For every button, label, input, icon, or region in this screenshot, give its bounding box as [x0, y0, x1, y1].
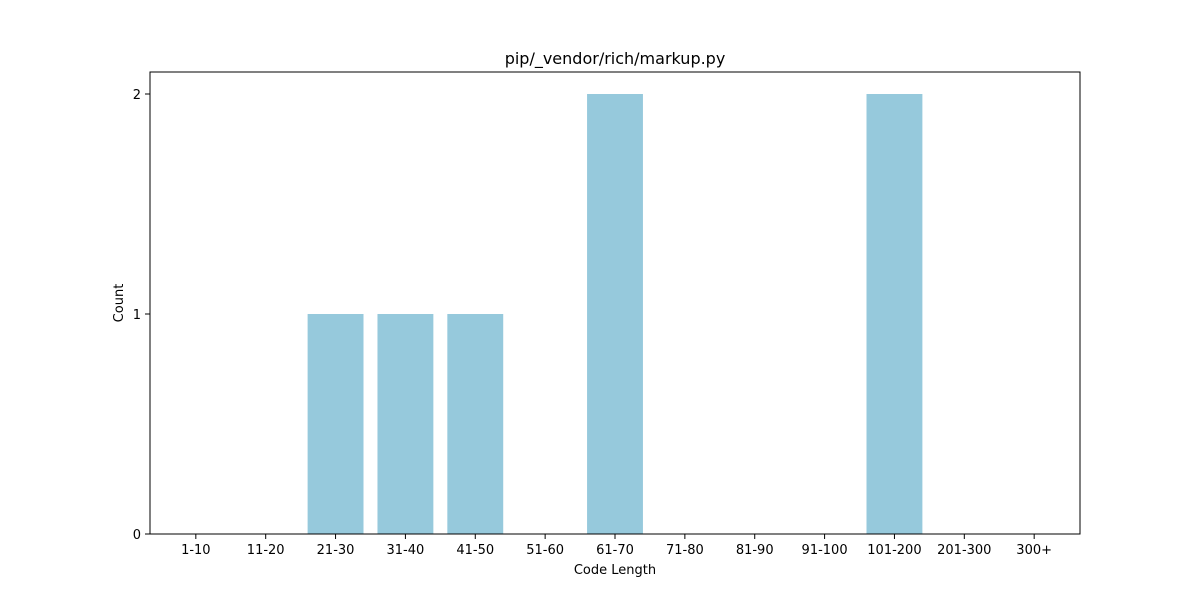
x-axis-label: Code Length: [574, 563, 656, 578]
x-tick-label: 71-80: [666, 543, 704, 558]
x-tick-label: 101-200: [867, 543, 921, 558]
x-tick-label: 51-60: [526, 543, 564, 558]
y-axis-label: Count: [112, 284, 127, 323]
bars-layer: [307, 94, 923, 534]
chart-title: pip/_vendor/rich/markup.py: [505, 49, 726, 69]
x-tick-label: 300+: [1016, 543, 1052, 558]
x-tick-label: 81-90: [736, 543, 774, 558]
y-tick-label: 1: [133, 308, 141, 323]
bar-61-70: [587, 94, 643, 534]
x-tick-label: 31-40: [387, 543, 425, 558]
bar-41-50: [447, 314, 504, 534]
y-tick-label: 2: [133, 88, 141, 103]
x-axis: 1-10 11-20 21-30 31-40 41-50 51-60 61-70 71-80 8…: [181, 534, 1052, 558]
x-tick-label: 41-50: [456, 543, 494, 558]
x-tick-label: 61-70: [596, 543, 634, 558]
x-tick-label: 91-100: [802, 543, 848, 558]
bar-21-30: [307, 314, 364, 534]
x-tick-label: 1-10: [181, 543, 211, 558]
y-tick-label: 0: [133, 528, 141, 543]
bar-101-200: [866, 94, 923, 534]
x-tick-label: 201-300: [937, 543, 991, 558]
x-tick-label: 11-20: [247, 543, 285, 558]
bar-31-40: [377, 314, 434, 534]
y-axis: 0 1 2: [133, 88, 150, 543]
x-tick-label: 21-30: [317, 543, 355, 558]
